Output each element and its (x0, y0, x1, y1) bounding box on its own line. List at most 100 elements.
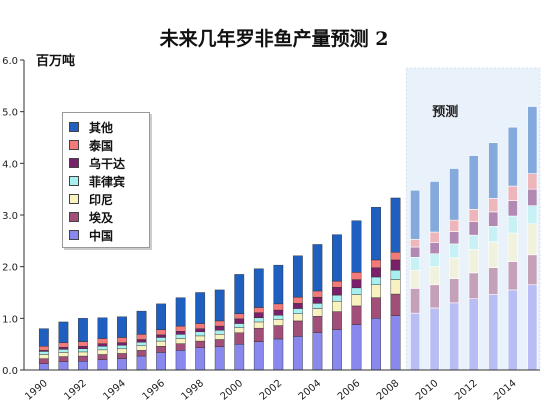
bar-segment-印尼-2009 (410, 269, 421, 289)
bar-segment-埃及-1999 (214, 339, 225, 347)
bar-segment-乌干达-1998 (195, 328, 206, 332)
bar-segment-其他-2009 (410, 189, 421, 240)
legend-swatch-泰国 (69, 140, 79, 150)
bar-segment-中国-2012 (468, 298, 479, 371)
bar-segment-埃及-1996 (156, 346, 166, 353)
bar-segment-菲律宾-1999 (214, 330, 225, 335)
bar-segment-其他-2011 (449, 168, 460, 221)
bar-segment-乌干达-1996 (156, 334, 166, 338)
bar-segment-其他-1995 (136, 310, 147, 335)
legend-swatch-印尼 (69, 194, 79, 204)
bar-segment-菲律宾-1995 (136, 341, 147, 346)
x-tick-label: 2006 (336, 378, 363, 403)
bar-segment-泰国-1990 (38, 346, 49, 351)
bar-segment-乌干达-1999 (214, 325, 225, 331)
bar-segment-其他-2002 (273, 264, 284, 305)
bar-segment-乌干达-1995 (136, 339, 147, 343)
bar-segment-中国-2006 (351, 324, 362, 371)
bar-segment-埃及-1991 (58, 356, 69, 362)
bar-segment-印尼-1991 (58, 352, 69, 357)
bar-segment-印尼-1995 (136, 345, 147, 351)
forecast-label: 预测 (432, 104, 458, 120)
bar-segment-其他-2006 (351, 220, 362, 273)
bar-segment-中国-1997 (175, 350, 186, 371)
bar-segment-埃及-2013 (488, 267, 499, 295)
bar-segment-埃及-2003 (292, 320, 303, 337)
legend-item-埃及: 埃及 (69, 209, 113, 225)
bar-segment-菲律宾-2008 (390, 270, 401, 280)
bar-segment-泰国-2012 (468, 209, 479, 223)
legend-swatch-菲律宾 (69, 176, 79, 186)
bar-segment-埃及-2010 (429, 284, 440, 309)
y-tick-label: 1.0 (2, 314, 18, 325)
y-tick-label: 5.0 (2, 108, 18, 119)
bar-segment-泰国-2007 (371, 259, 381, 268)
bar-segment-菲律宾-1990 (38, 351, 49, 355)
bar-segment-埃及-2002 (273, 325, 284, 340)
bar-segment-印尼-1992 (78, 351, 88, 357)
bar-segment-埃及-2009 (410, 288, 421, 314)
bar-segment-中国-2007 (371, 318, 381, 371)
bar-segment-泰国-1991 (58, 342, 69, 348)
bar-segment-印尼-2006 (351, 294, 362, 307)
bar-segment-泰国-2014 (507, 185, 518, 201)
bar-segment-中国-2000 (234, 343, 245, 371)
y-tick-label: 2.0 (2, 263, 18, 274)
bar-segment-泰国-2009 (410, 238, 421, 248)
bar-segment-其他-1997 (175, 297, 186, 327)
bar-segment-乌干达-2001 (253, 312, 264, 319)
bar-segment-菲律宾-1994 (117, 345, 127, 350)
bar-segment-印尼-2005 (332, 301, 342, 312)
bar-segment-中国-2004 (312, 332, 323, 371)
bar-segment-泰国-1993 (97, 338, 108, 344)
x-tick-label: 2012 (453, 378, 480, 403)
bar-segment-其他-2013 (488, 142, 499, 199)
bar-segment-其他-2014 (507, 126, 518, 187)
legend: 其他 泰国 乌干达 菲律宾 印尼 埃及 中国 (62, 112, 150, 248)
bar-segment-印尼-2004 (312, 308, 323, 317)
y-tick-label: 3.0 (2, 211, 18, 222)
y-axis-unit-label: 百万吨 (36, 54, 76, 69)
bar-segment-菲律宾-1993 (97, 346, 108, 351)
bar-segment-菲律宾-2006 (351, 287, 362, 295)
bar-segment-印尼-1998 (195, 335, 206, 342)
bar-segment-泰国-2015 (527, 173, 538, 190)
legend-item-菲律宾: 菲律宾 (69, 173, 125, 189)
bar-segment-中国-2008 (390, 315, 401, 371)
legend-label: 印尼 (89, 192, 114, 207)
legend-label: 中国 (89, 228, 114, 243)
bar-segment-印尼-1996 (156, 340, 166, 347)
bar-segment-其他-2000 (234, 274, 245, 314)
legend-label: 菲律宾 (89, 174, 126, 189)
legend-item-泰国: 泰国 (69, 137, 113, 153)
bar-segment-乌干达-2004 (312, 296, 323, 304)
bar-segment-菲律宾-2012 (468, 234, 479, 250)
bar-segment-埃及-2006 (351, 305, 362, 325)
bar-segment-中国-2015 (527, 284, 538, 371)
bar-segment-其他-2007 (371, 207, 381, 261)
bar-segment-中国-2014 (507, 289, 518, 371)
legend-item-印尼: 印尼 (69, 191, 113, 207)
legend-item-其他: 其他 (69, 119, 113, 135)
bar-segment-中国-1995 (136, 355, 147, 371)
x-tick-label: 1992 (62, 378, 89, 403)
bar-segment-埃及-1990 (38, 358, 49, 364)
bar-segment-乌干达-2005 (332, 287, 342, 296)
bar-segment-印尼-1994 (117, 348, 127, 354)
x-tick-label: 2014 (492, 378, 519, 403)
bar-segment-泰国-2002 (273, 303, 284, 311)
legend-swatch-中国 (69, 230, 79, 240)
bar-segment-菲律宾-2010 (429, 253, 440, 267)
bar-segment-印尼-2010 (429, 266, 440, 286)
bar-segment-泰国-1998 (195, 323, 206, 329)
bar-segment-其他-1996 (156, 303, 166, 330)
legend-label: 泰国 (89, 138, 114, 153)
x-tick-label: 2008 (375, 378, 402, 403)
bar-segment-其他-2008 (390, 197, 401, 253)
bar-segment-乌干达-2002 (273, 309, 284, 316)
bar-segment-埃及-2011 (449, 278, 460, 304)
bar-segment-泰国-2005 (332, 280, 342, 288)
bar-segment-乌干达-2014 (507, 200, 518, 217)
bar-segment-乌干达-2006 (351, 279, 362, 289)
bar-segment-中国-2005 (332, 329, 342, 371)
